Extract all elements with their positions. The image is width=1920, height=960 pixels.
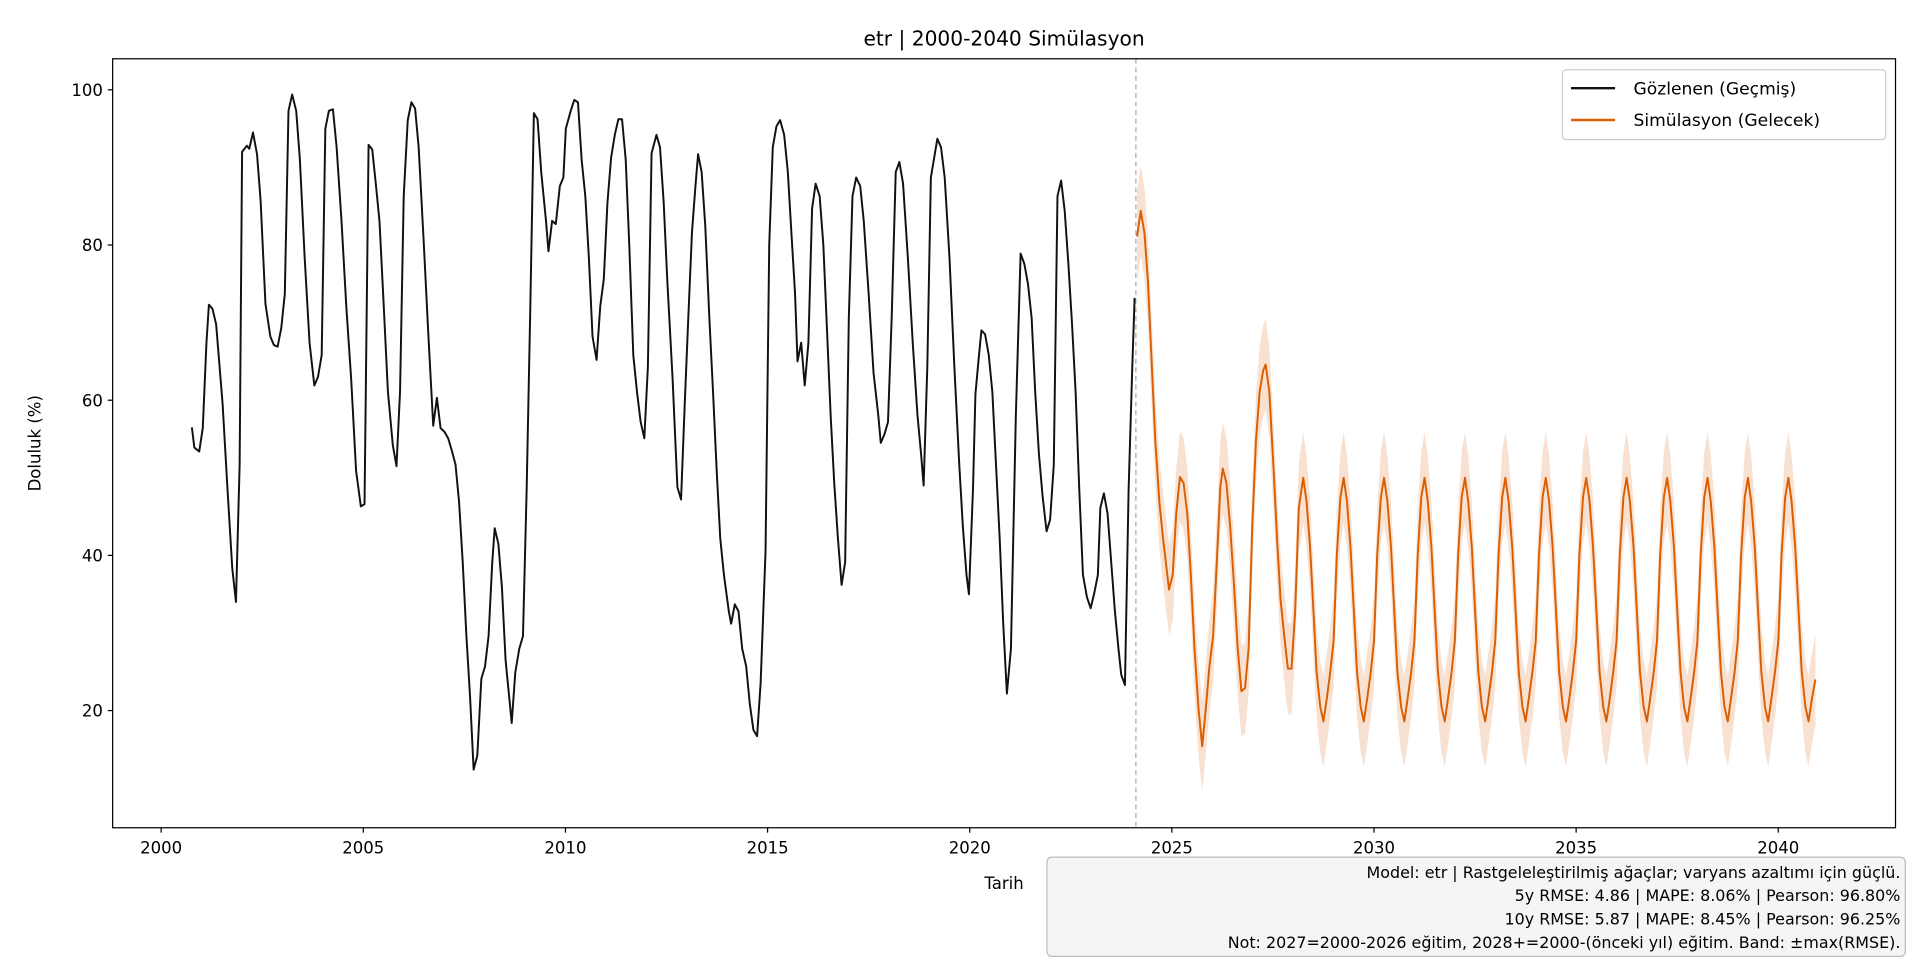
legend: Gözlenen (Geçmiş) Simülasyon (Gelecek) xyxy=(1561,69,1887,141)
x-tick-label: 2015 xyxy=(747,838,789,857)
uncertainty-band xyxy=(1137,165,1816,792)
legend-label-simulation: Simülasyon (Gelecek) xyxy=(1633,111,1820,131)
plot-area xyxy=(190,58,1817,828)
x-axis-label: Tarih xyxy=(983,874,1023,893)
y-axis-label: Doluluk (%) xyxy=(25,395,44,491)
x-tick-label: 2010 xyxy=(544,838,586,857)
series-line-observed xyxy=(190,93,1136,771)
x-tick-label: 2030 xyxy=(1353,838,1395,857)
y-tick-label: 60 xyxy=(82,391,103,410)
x-tick-label: 2035 xyxy=(1555,838,1597,857)
annotation-line-10y: 10y RMSE: 5.87 | MAPE: 8.45% | Pearson: … xyxy=(1505,909,1901,928)
axes-frame xyxy=(112,58,1897,829)
x-tick-label: 2000 xyxy=(140,838,182,857)
annotation-line-model: Model: etr | Rastgeleleştirilmiş ağaçlar… xyxy=(1367,863,1901,882)
x-axis: 2000 2005 2010 2015 2020 2025 2030 2035 2040 xyxy=(140,827,1799,857)
y-axis: 20 40 60 80 100 xyxy=(71,81,113,721)
chart-title: etr | 2000-2040 Simülasyon xyxy=(863,26,1144,50)
series-line-simulation xyxy=(1136,209,1817,748)
x-tick-label: 2020 xyxy=(949,838,991,857)
y-tick-label: 40 xyxy=(82,547,103,566)
y-tick-label: 20 xyxy=(82,702,103,721)
x-tick-label: 2005 xyxy=(342,838,384,857)
annotation-background xyxy=(1046,856,1906,957)
x-tick-label: 2025 xyxy=(1151,838,1193,857)
annotation-line-note: Not: 2027=2000-2026 eğitim, 2028+=2000-(… xyxy=(1228,933,1901,952)
annotation-line-5y: 5y RMSE: 4.86 | MAPE: 8.06% | Pearson: 9… xyxy=(1515,886,1901,905)
x-tick-label: 2040 xyxy=(1757,838,1799,857)
y-tick-label: 80 xyxy=(82,236,103,255)
annotation-box: Model: etr | Rastgeleleştirilmiş ağaçlar… xyxy=(1046,856,1906,957)
legend-box xyxy=(1561,69,1887,141)
legend-label-observed: Gözlenen (Geçmiş) xyxy=(1633,79,1796,99)
y-tick-label: 100 xyxy=(71,81,103,100)
